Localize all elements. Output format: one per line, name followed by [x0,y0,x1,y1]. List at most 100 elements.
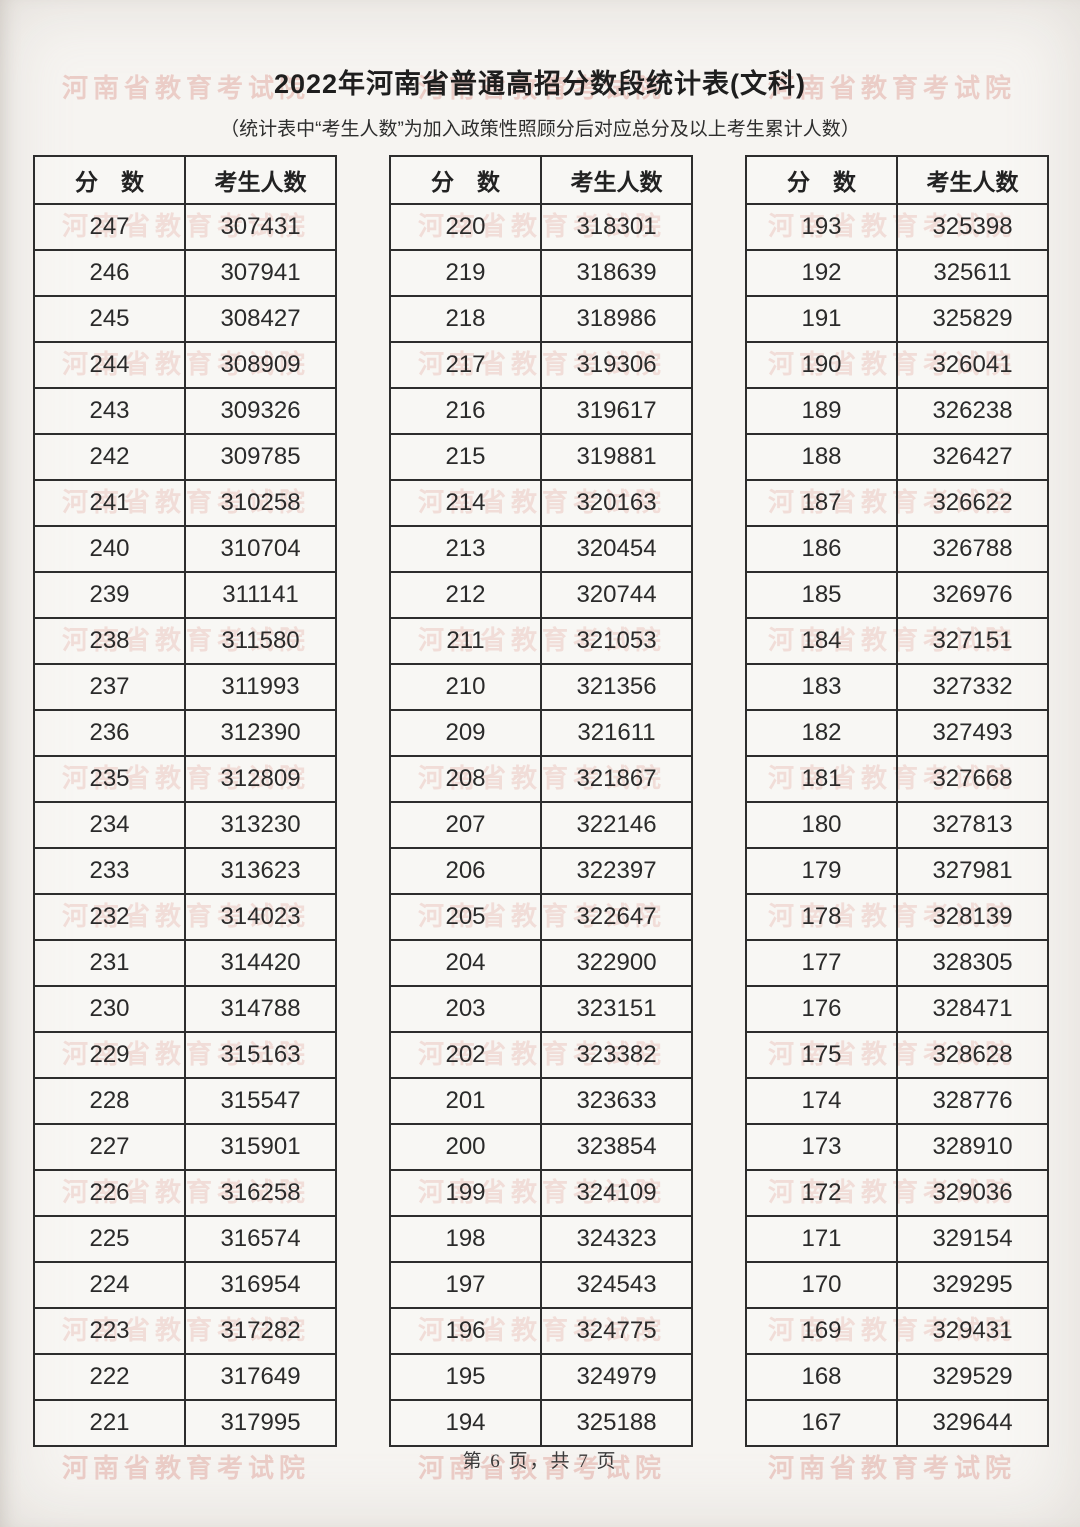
score-table-1: 分 数 考生人数 247 307431 246 307941 245 308427 244 3… [33,155,337,1447]
table-row: 183 327332 [745,663,1049,711]
score-cell: 180 [745,801,898,849]
score-cell: 242 [33,433,186,481]
score-cell: 222 [33,1353,186,1401]
table-header: 分 数 考生人数 [33,155,337,205]
count-column-header: 考生人数 [896,155,1049,205]
count-cell: 318301 [540,203,693,251]
table-row: 211 321053 [389,617,693,665]
count-cell: 317282 [184,1307,337,1355]
count-cell: 320744 [540,571,693,619]
page-title: 2022年河南省普通高招分数段统计表(文科) [273,69,807,99]
table-header: 分 数 考生人数 [745,155,1049,205]
count-cell: 329644 [896,1399,1049,1447]
count-cell: 322900 [540,939,693,987]
count-cell: 308909 [184,341,337,389]
score-cell: 194 [389,1399,542,1447]
count-column-header: 考生人数 [184,155,337,205]
count-cell: 324323 [540,1215,693,1263]
score-cell: 226 [33,1169,186,1217]
table-row: 229 315163 [33,1031,337,1079]
score-column-header: 分 数 [745,155,898,205]
score-cell: 174 [745,1077,898,1125]
count-cell: 324109 [540,1169,693,1217]
table-row: 214 320163 [389,479,693,527]
score-cell: 173 [745,1123,898,1171]
count-cell: 314788 [184,985,337,1033]
count-cell: 326788 [896,525,1049,573]
score-cell: 177 [745,939,898,987]
score-table-3: 分 数 考生人数 193 325398 192 325611 191 325829 190 3… [745,155,1049,1447]
table-row: 215 319881 [389,433,693,481]
table-row: 201 323633 [389,1077,693,1125]
count-cell: 307941 [184,249,337,297]
count-cell: 311993 [184,663,337,711]
table-body: 220 318301 219 318639 218 318986 217 319306 216 3… [389,203,693,1447]
table-row: 197 324543 [389,1261,693,1309]
table-row: 222 317649 [33,1353,337,1401]
score-table-2: 分 数 考生人数 220 318301 219 318639 218 318986 217 3… [389,155,693,1447]
table-row: 227 315901 [33,1123,337,1171]
table-row: 219 318639 [389,249,693,297]
score-cell: 221 [33,1399,186,1447]
table-row: 187 326622 [745,479,1049,527]
table-row: 210 321356 [389,663,693,711]
count-cell: 312390 [184,709,337,757]
table-row: 205 322647 [389,893,693,941]
count-cell: 307431 [184,203,337,251]
score-cell: 225 [33,1215,186,1263]
table-row: 176 328471 [745,985,1049,1033]
score-cell: 215 [389,433,542,481]
count-cell: 316258 [184,1169,337,1217]
count-cell: 328776 [896,1077,1049,1125]
count-cell: 318986 [540,295,693,343]
score-cell: 193 [745,203,898,251]
score-cell: 183 [745,663,898,711]
score-cell: 196 [389,1307,542,1355]
score-cell: 227 [33,1123,186,1171]
count-cell: 323633 [540,1077,693,1125]
table-row: 233 313623 [33,847,337,895]
table-row: 182 327493 [745,709,1049,757]
count-cell: 316574 [184,1215,337,1263]
table-header: 分 数 考生人数 [389,155,693,205]
score-cell: 245 [33,295,186,343]
count-cell: 314420 [184,939,337,987]
score-column-header: 分 数 [389,155,542,205]
score-cell: 182 [745,709,898,757]
header-row: 分 数 考生人数 [745,155,1049,205]
table-row: 209 321611 [389,709,693,757]
table-row: 245 308427 [33,295,337,343]
table-row: 198 324323 [389,1215,693,1263]
score-cell: 234 [33,801,186,849]
score-column-header: 分 数 [33,155,186,205]
table-row: 202 323382 [389,1031,693,1079]
table-row: 240 310704 [33,525,337,573]
table-row: 234 313230 [33,801,337,849]
score-cell: 175 [745,1031,898,1079]
count-cell: 328910 [896,1123,1049,1171]
count-cell: 319306 [540,341,693,389]
table-row: 175 328628 [745,1031,1049,1079]
score-cell: 204 [389,939,542,987]
table-row: 196 324775 [389,1307,693,1355]
table-row: 167 329644 [745,1399,1049,1447]
score-cell: 207 [389,801,542,849]
table-row: 238 311580 [33,617,337,665]
count-cell: 329036 [896,1169,1049,1217]
table-row: 208 321867 [389,755,693,803]
count-cell: 315547 [184,1077,337,1125]
page-subtitle: （统计表中“考生人数”为加入政策性照顾分后对应总分及以上考生累计人数） [220,119,860,140]
score-cell: 231 [33,939,186,987]
count-cell: 328628 [896,1031,1049,1079]
count-cell: 320454 [540,525,693,573]
count-cell: 310258 [184,479,337,527]
table-row: 200 323854 [389,1123,693,1171]
count-cell: 328139 [896,893,1049,941]
count-cell: 317649 [184,1353,337,1401]
count-cell: 327981 [896,847,1049,895]
table-row: 188 326427 [745,433,1049,481]
table-row: 172 329036 [745,1169,1049,1217]
table-row: 241 310258 [33,479,337,527]
count-cell: 309326 [184,387,337,435]
